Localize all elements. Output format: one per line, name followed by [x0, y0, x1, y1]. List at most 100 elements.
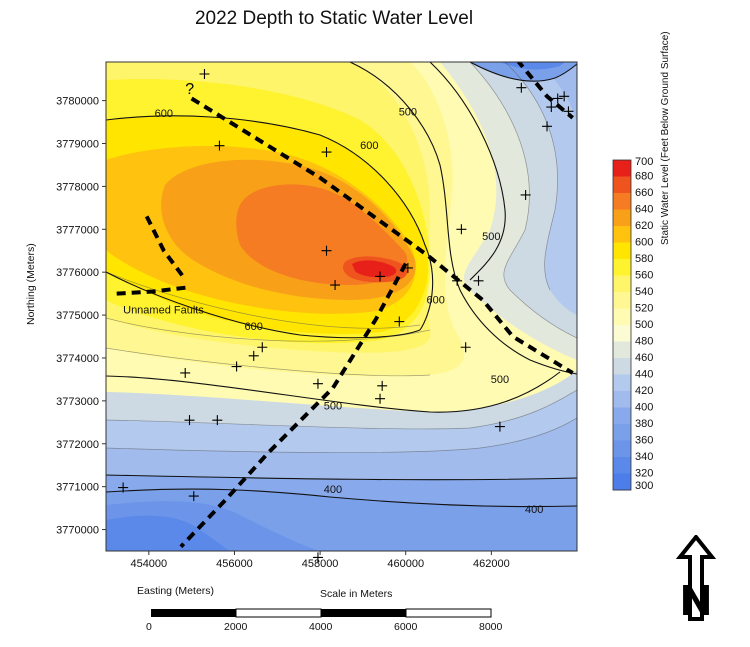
y-tick-label: 3778000: [56, 181, 99, 193]
well-marker: [321, 245, 332, 256]
colorbar-swatch: [613, 242, 631, 260]
well-marker: [552, 93, 563, 104]
colorbar-label: 580: [635, 253, 653, 265]
well-marker: [375, 271, 386, 282]
colorbar-title: Static Water Level (Feet Below Ground Su…: [660, 31, 671, 245]
scale-bar-title: Scale in Meters: [320, 588, 393, 600]
colorbar-label: 680: [635, 171, 653, 183]
fault-line: [144, 215, 185, 278]
contour-label: 500: [491, 374, 509, 386]
colorbar-label: 500: [635, 319, 653, 331]
x-tick-label: 462000: [473, 558, 510, 570]
colorbar-label: 620: [635, 220, 653, 232]
contour-500-line: [106, 371, 561, 413]
well-marker: [542, 121, 553, 132]
contour-lines: [106, 62, 577, 453]
major-contour-lines: [106, 62, 577, 508]
well-marker: [330, 280, 341, 291]
colorbar-label: 600: [635, 237, 653, 249]
colorbar-label: 700: [635, 156, 653, 168]
y-axis: 3770000 3771000 3772000 3773000 3774000 37750…: [56, 96, 106, 537]
contour-label: 500: [324, 400, 342, 412]
contour-label: 400: [525, 504, 543, 516]
chart-title: 2022 Depth to Static Water Level: [194, 8, 474, 29]
colorbar-swatch: [613, 440, 631, 458]
well-marker: [559, 91, 570, 102]
colorbar-swatch: [613, 259, 631, 276]
scale-label: 4000: [309, 621, 333, 633]
fault-line: [116, 285, 190, 296]
well-marker: [248, 350, 259, 361]
well-marker: [231, 361, 242, 372]
colorbar: 700 680 660 640 620 600 580 560 540 520 500 480 460 4…: [612, 156, 653, 492]
scale-label: 8000: [479, 621, 503, 633]
colorbar-label: 540: [635, 286, 653, 298]
well-marker: [520, 189, 531, 200]
colorbar-label: 640: [635, 204, 653, 216]
colorbar-label: 560: [635, 270, 653, 282]
colorbar-frame: [612, 159, 632, 491]
contour-label: 600: [427, 294, 445, 306]
well-marker: [394, 316, 405, 327]
y-tick-label: 3777000: [56, 224, 99, 236]
y-tick-label: 3779000: [56, 139, 99, 151]
contour-label: 600: [360, 140, 378, 152]
well-marker: [214, 140, 225, 151]
colorbar-label: 360: [635, 435, 653, 447]
colorbar-label: 440: [635, 369, 653, 381]
contour-label: 600: [245, 321, 263, 333]
well-marker: [312, 552, 323, 563]
colorbar-swatch: [613, 193, 631, 210]
colorbar-swatch: [613, 275, 631, 293]
contour-line: [469, 62, 577, 339]
colorbar-label: 380: [635, 418, 653, 430]
colorbar-label: 400: [635, 402, 653, 414]
high-contour-zone: [352, 260, 397, 278]
north-letter: N: [680, 576, 712, 623]
contour-label: 400: [324, 484, 342, 496]
well-marker: [494, 421, 505, 432]
y-tick-label: 3774000: [56, 353, 99, 365]
contour-line: [106, 417, 577, 453]
contour-label: 500: [399, 106, 417, 118]
well-marker: [516, 82, 527, 93]
plot-frame: [105, 61, 578, 552]
east-low-zone: [505, 62, 577, 315]
x-tick-label: 458000: [302, 558, 339, 570]
colorbar-swatch: [613, 473, 631, 491]
colorbar-swatch: [613, 325, 631, 342]
well-marker: [546, 102, 557, 113]
east-low-zone: [540, 62, 577, 125]
colorbar-swatch: [613, 358, 631, 375]
colorbar-swatch: [613, 391, 631, 408]
x-axis: 454000 456000 458000 460000 462000: [130, 551, 510, 570]
contour-400-line: [106, 474, 577, 481]
colorbar-swatch: [613, 308, 631, 326]
y-tick-label: 3773000: [56, 396, 99, 408]
annotations: ? Unnamed Faults: [123, 81, 204, 316]
contour-label: 500: [482, 231, 500, 243]
y-tick-label: 3775000: [56, 310, 99, 322]
y-tick-label: 3770000: [56, 525, 99, 537]
y-axis-label: Northing (Meters): [25, 243, 37, 325]
colorbar-label: 660: [635, 187, 653, 199]
well-marker: [312, 378, 323, 389]
well-marker: [563, 106, 574, 117]
colorbar-swatch: [613, 226, 631, 243]
scale-label: 0: [146, 621, 152, 633]
fault-line: [190, 96, 574, 375]
colorbar-label: 480: [635, 336, 653, 348]
colorbar-label: 520: [635, 303, 653, 315]
fault-line: [179, 262, 408, 549]
contour-500-line: [429, 62, 506, 281]
plot-area: [106, 62, 577, 551]
colorbar-swatch: [613, 457, 631, 474]
x-tick-label: 454000: [130, 558, 167, 570]
contour-line: [106, 389, 577, 430]
well-marker: [199, 69, 210, 80]
colorbar-swatch: [613, 341, 631, 359]
colorbar-swatch: [613, 209, 631, 227]
scale-label: 2000: [224, 621, 248, 633]
fault-lines: [116, 62, 574, 549]
